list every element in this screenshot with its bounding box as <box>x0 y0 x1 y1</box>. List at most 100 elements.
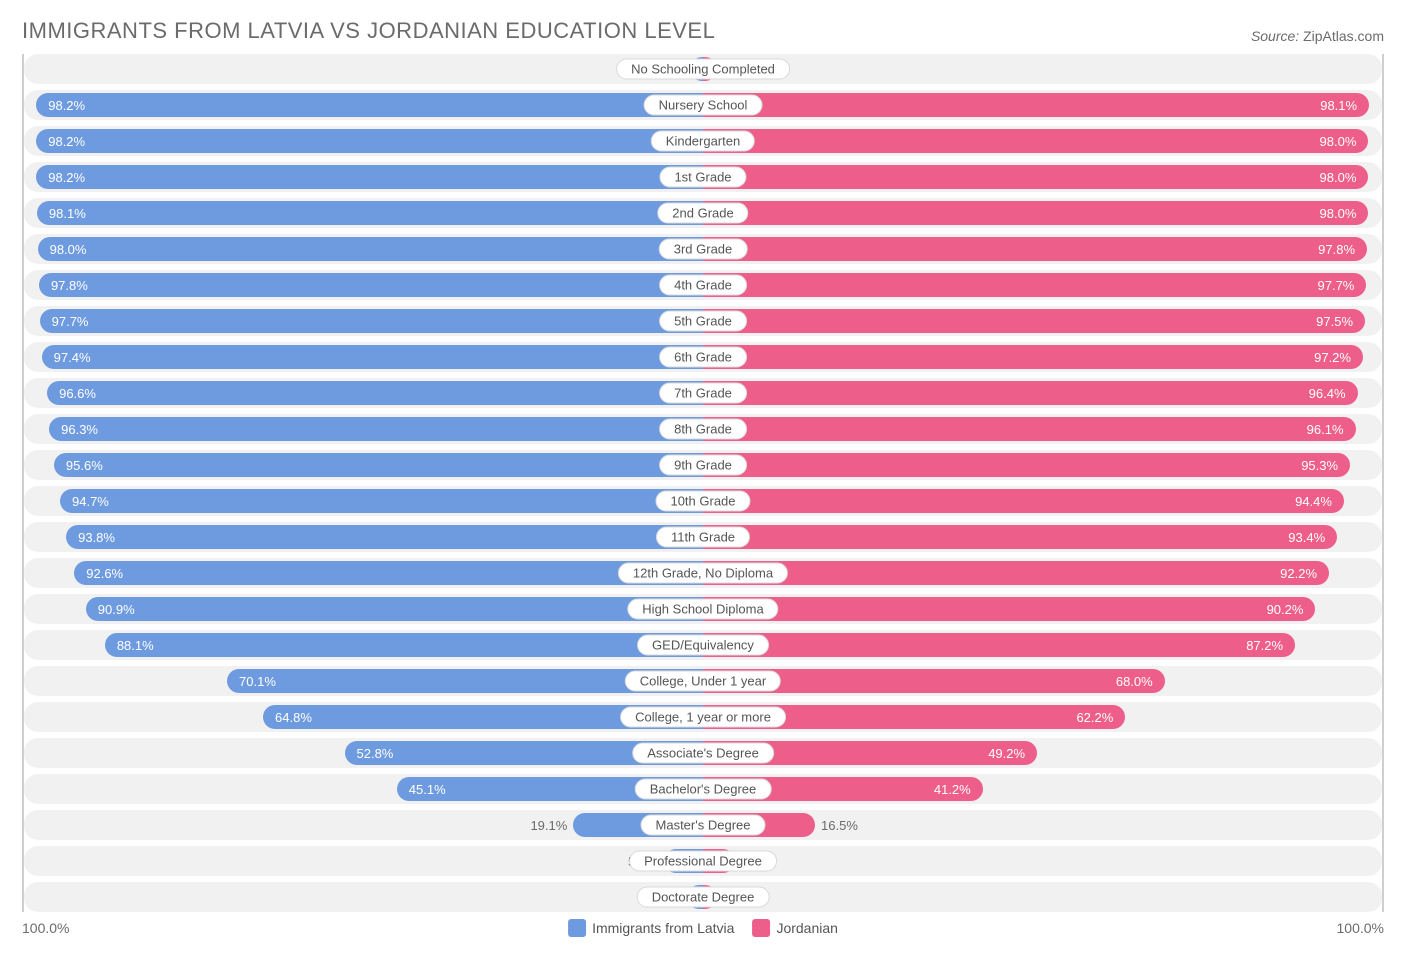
bar-left-value: 52.8% <box>357 746 394 761</box>
bar-right-value: 97.7% <box>1318 278 1355 293</box>
category-label: Nursery School <box>644 95 763 116</box>
bar-left: 93.8% <box>66 525 703 549</box>
category-label: No Schooling Completed <box>616 59 790 80</box>
bar-right: 94.4% <box>703 489 1344 513</box>
chart-row: 97.7%97.5%5th Grade <box>24 306 1382 336</box>
bar-right-value: 68.0% <box>1116 674 1153 689</box>
bar-right-value: 93.4% <box>1288 530 1325 545</box>
category-label: College, Under 1 year <box>625 671 781 692</box>
bar-left-value: 97.4% <box>54 350 91 365</box>
bar-left-value: 96.6% <box>59 386 96 401</box>
bar-right: 90.2% <box>703 597 1315 621</box>
bar-right: 97.2% <box>703 345 1363 369</box>
legend-label-right: Jordanian <box>776 920 838 936</box>
category-label: 7th Grade <box>659 383 747 404</box>
chart-row: 98.2% 98.0% Kindergarten <box>24 126 1382 156</box>
bar-left-value: 90.9% <box>98 602 135 617</box>
bar-right-value: 87.2% <box>1246 638 1283 653</box>
chart-footer: 100.0% Immigrants from Latvia Jordanian … <box>22 920 1384 936</box>
bar-right-value: 92.2% <box>1280 566 1317 581</box>
bar-left-value: 64.8% <box>275 710 312 725</box>
bar-right-value: 98.0% <box>1320 206 1357 221</box>
category-label: 4th Grade <box>659 275 747 296</box>
category-label: 12th Grade, No Diploma <box>618 563 788 584</box>
category-label: Doctorate Degree <box>637 887 770 908</box>
category-label: 8th Grade <box>659 419 747 440</box>
bar-right-value: 16.5% <box>821 818 858 833</box>
bar-left-value: 94.7% <box>72 494 109 509</box>
category-label: 3rd Grade <box>659 239 748 260</box>
source-name: ZipAtlas.com <box>1303 28 1384 44</box>
bar-left-value: 98.2% <box>48 98 85 113</box>
chart-row: 92.6% 92.2% 12th Grade, No Diploma <box>24 558 1382 588</box>
bar-left: 92.6% <box>74 561 703 585</box>
diverging-bar-chart: 1.9%2.0%No Schooling Completed98.2%98.1%… <box>22 54 1384 912</box>
category-label: 6th Grade <box>659 347 747 368</box>
bar-right-value: 97.2% <box>1314 350 1351 365</box>
bar-right-value: 96.1% <box>1307 422 1344 437</box>
bar-right: 98.1% <box>703 93 1369 117</box>
bar-left: 97.4% <box>42 345 703 369</box>
bar-left: 95.6% <box>54 453 703 477</box>
bar-right-value: 94.4% <box>1295 494 1332 509</box>
bar-right-value: 95.3% <box>1301 458 1338 473</box>
bar-left-value: 97.7% <box>52 314 89 329</box>
bar-right-value: 90.2% <box>1267 602 1304 617</box>
category-label: 9th Grade <box>659 455 747 476</box>
legend-swatch-left <box>568 919 586 937</box>
bar-left-value: 98.2% <box>48 134 85 149</box>
bar-right: 95.3% <box>703 453 1350 477</box>
bar-right: 97.7% <box>703 273 1366 297</box>
category-label: Professional Degree <box>629 851 777 872</box>
legend-label-left: Immigrants from Latvia <box>592 920 734 936</box>
chart-row: 45.1% 41.2% Bachelor's Degree <box>24 774 1382 804</box>
bar-left-value: 45.1% <box>409 782 446 797</box>
bar-left: 88.1% <box>105 633 703 657</box>
bar-right-value: 97.8% <box>1318 242 1355 257</box>
chart-row: 98.2% 98.1%Nursery School <box>24 90 1382 120</box>
category-label: College, 1 year or more <box>620 707 786 728</box>
bar-left: 96.6% <box>47 381 703 405</box>
bar-right-value: 96.4% <box>1309 386 1346 401</box>
axis-right-label: 100.0% <box>1337 920 1384 936</box>
bar-right-value: 49.2% <box>988 746 1025 761</box>
category-label: 5th Grade <box>659 311 747 332</box>
bar-right: 98.0% <box>703 201 1368 225</box>
bar-left: 97.7% <box>40 309 703 333</box>
chart-row: 88.1% 87.2% GED/Equivalency <box>24 630 1382 660</box>
bar-left-value: 70.1% <box>239 674 276 689</box>
bar-right-value: 41.2% <box>934 782 971 797</box>
chart-row: 52.8% 49.2% Associate's Degree <box>24 738 1382 768</box>
category-label: High School Diploma <box>627 599 778 620</box>
category-label: 1st Grade <box>659 167 746 188</box>
axis-left-label: 100.0% <box>22 920 69 936</box>
bar-right: 96.1% <box>703 417 1356 441</box>
category-label: GED/Equivalency <box>637 635 769 656</box>
bar-left-value: 88.1% <box>117 638 154 653</box>
bar-left-value: 95.6% <box>66 458 103 473</box>
category-label: Bachelor's Degree <box>635 779 772 800</box>
category-label: Associate's Degree <box>632 743 774 764</box>
bar-right: 87.2% <box>703 633 1295 657</box>
source-label: Source: <box>1251 28 1299 44</box>
chart-row: 95.6% 95.3% 9th Grade <box>24 450 1382 480</box>
bar-right: 93.4% <box>703 525 1337 549</box>
category-label: Kindergarten <box>651 131 755 152</box>
bar-left-value: 93.8% <box>78 530 115 545</box>
bar-left: 98.0% <box>38 237 703 261</box>
category-label: 10th Grade <box>655 491 750 512</box>
bar-left: 98.2% <box>36 165 703 189</box>
chart-row: 5.8%4.7%Professional Degree <box>24 846 1382 876</box>
bar-left: 98.1% <box>37 201 703 225</box>
chart-row: 70.1% 68.0% College, Under 1 year <box>24 666 1382 696</box>
chart-row: 90.9% 90.2% High School Diploma <box>24 594 1382 624</box>
chart-row: 93.8%93.4%11th Grade <box>24 522 1382 552</box>
bar-left: 98.2% <box>36 129 703 153</box>
chart-title: IMMIGRANTS FROM LATVIA VS JORDANIAN EDUC… <box>22 18 715 44</box>
bar-left: 98.2% <box>36 93 703 117</box>
chart-row: 98.0% 97.8% 3rd Grade <box>24 234 1382 264</box>
legend-swatch-right <box>752 919 770 937</box>
bar-right-value: 98.0% <box>1320 134 1357 149</box>
bar-left-value: 92.6% <box>86 566 123 581</box>
bar-right-value: 98.0% <box>1320 170 1357 185</box>
